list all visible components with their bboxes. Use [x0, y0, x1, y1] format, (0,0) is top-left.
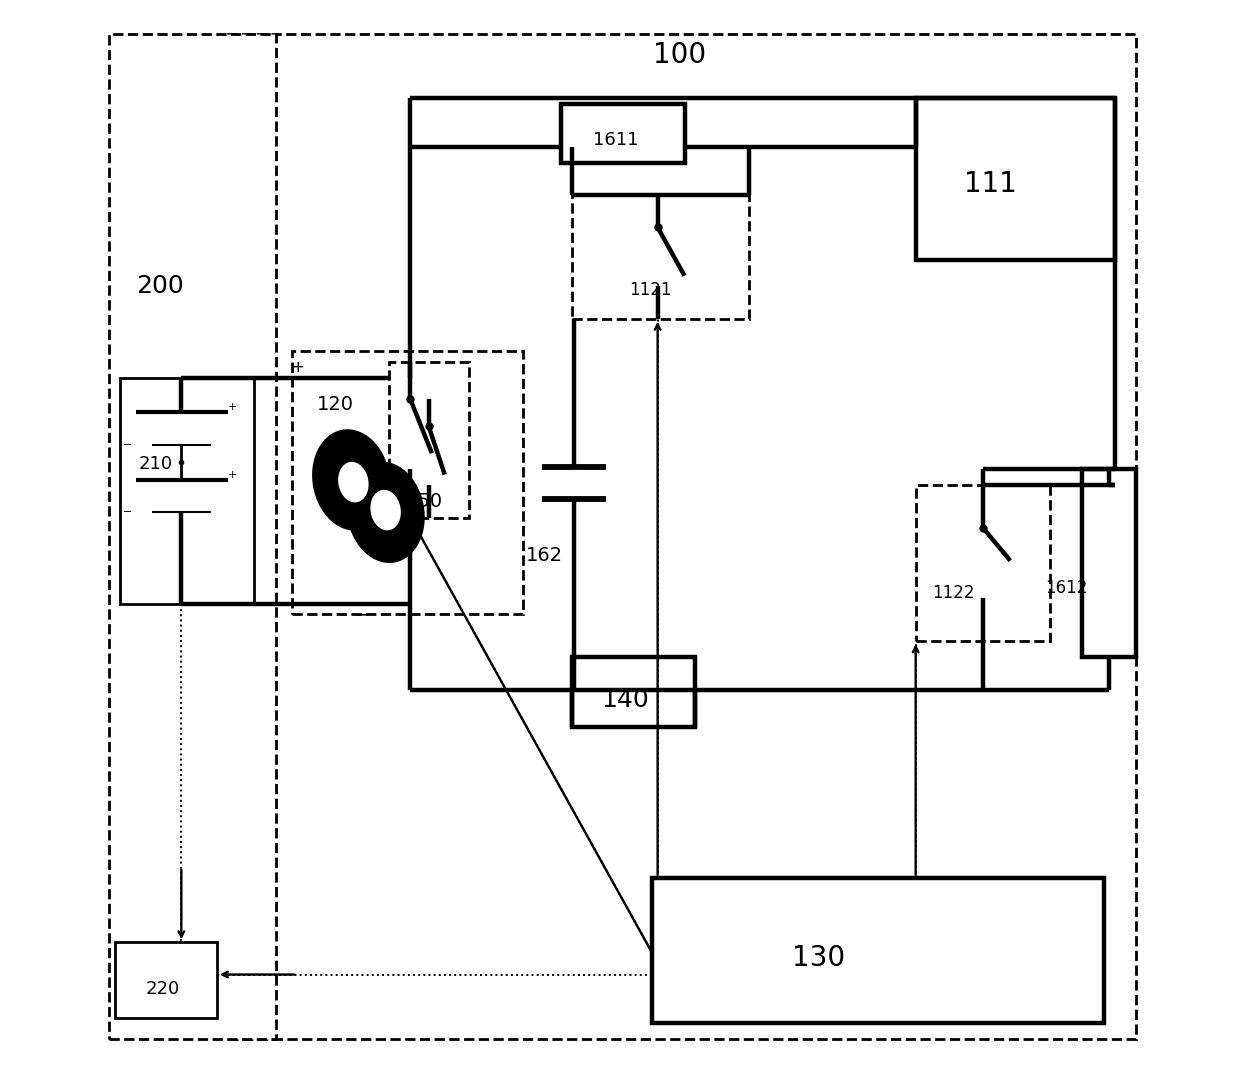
Text: 100: 100 — [652, 41, 706, 70]
Text: 1612: 1612 — [1045, 578, 1087, 597]
Ellipse shape — [346, 462, 425, 563]
Text: +: + — [228, 402, 237, 412]
Text: −: − — [123, 507, 133, 517]
Bar — [293, 351, 523, 614]
Bar — [109, 34, 277, 1039]
Text: −: − — [355, 605, 370, 623]
Text: 220: 220 — [146, 979, 180, 998]
Bar — [652, 878, 1104, 1023]
Text: 140: 140 — [601, 688, 650, 712]
Text: +: + — [228, 469, 237, 479]
Bar — [120, 378, 254, 603]
Text: −: − — [355, 605, 370, 623]
Bar — [915, 98, 1115, 259]
Text: 111: 111 — [965, 170, 1017, 198]
Bar — [1083, 469, 1136, 658]
Text: 1122: 1122 — [932, 584, 975, 602]
Bar — [114, 942, 217, 1017]
Text: 150: 150 — [405, 492, 443, 511]
Ellipse shape — [339, 462, 368, 502]
Text: 120: 120 — [316, 395, 353, 414]
Bar — [389, 362, 470, 517]
Text: 210: 210 — [139, 455, 172, 473]
Ellipse shape — [312, 429, 391, 530]
Ellipse shape — [371, 490, 401, 530]
Bar — [572, 195, 749, 319]
Bar — [228, 34, 1136, 1039]
Text: +: + — [291, 359, 304, 375]
Text: 162: 162 — [526, 546, 563, 565]
Text: 1611: 1611 — [593, 132, 639, 149]
Bar — [560, 103, 684, 163]
Text: 130: 130 — [792, 944, 846, 972]
Text: 1121: 1121 — [629, 281, 671, 298]
Text: +: + — [291, 359, 304, 375]
Bar — [572, 658, 696, 727]
Text: −: − — [123, 440, 133, 450]
Text: 200: 200 — [136, 274, 184, 298]
Bar — [915, 486, 1050, 641]
